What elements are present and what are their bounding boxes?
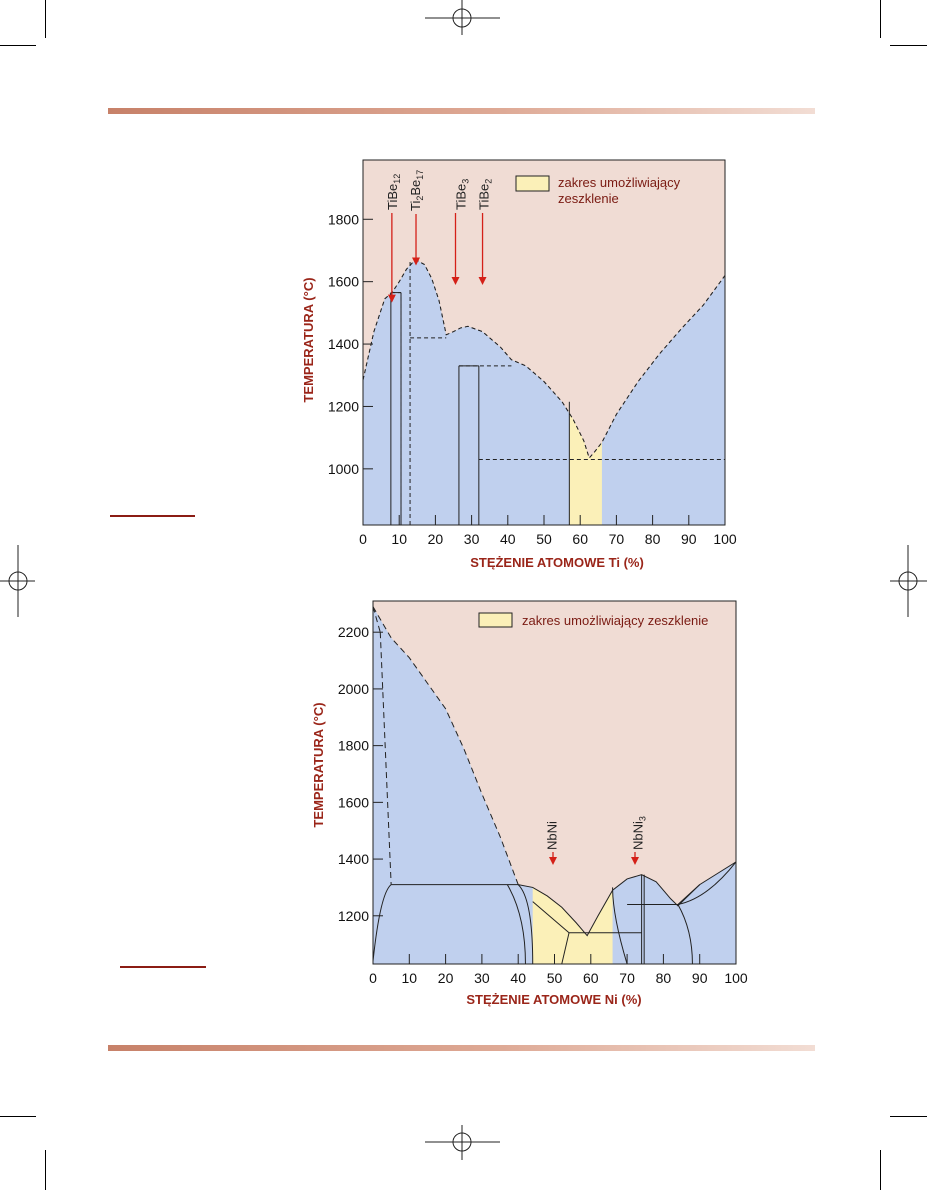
phase-lines	[363, 160, 725, 525]
x-tick-label: 0	[359, 531, 367, 547]
y-tick-label: 1200	[328, 398, 359, 414]
y-tick-label: 1400	[328, 336, 359, 352]
caption-rule	[120, 966, 206, 968]
phase-boundary	[373, 884, 392, 962]
x-tick-label: 90	[692, 970, 708, 986]
x-tick-label: 100	[724, 970, 748, 986]
solid-region	[363, 260, 725, 525]
y-tick-label: 2000	[338, 681, 369, 697]
y-tick-label: 1400	[338, 851, 369, 867]
x-axis-label: STĘŻENIE ATOMOWE Ti (%)	[470, 555, 644, 570]
solid-region	[373, 606, 736, 964]
phase-boundary	[517, 884, 534, 964]
y-axis-label: TEMPERATURA (°C)	[311, 702, 326, 827]
x-tick-label: 30	[464, 531, 480, 547]
y-tick-label: 1800	[338, 738, 369, 754]
x-tick-label: 100	[713, 531, 737, 547]
crop-mark	[0, 45, 36, 46]
crop-mark	[890, 45, 927, 46]
x-tick-label: 50	[536, 531, 552, 547]
crop-mark	[880, 0, 881, 38]
x-tick-label: 40	[510, 970, 526, 986]
compound-label: NbNi3	[630, 816, 647, 850]
compound-label: TiBe12	[385, 174, 402, 210]
y-axis: 1200 1400 1600 1800 2000 2200	[338, 624, 383, 924]
phase-boundary	[677, 861, 736, 905]
glass-forming-range	[532, 887, 613, 964]
x-axis-label: STĘŻENIE ATOMOWE Ni (%)	[466, 992, 641, 1007]
y-tick-label: 1600	[338, 794, 369, 810]
crop-mark	[890, 1116, 927, 1117]
arrow-head	[478, 277, 487, 285]
arrow-head	[631, 857, 639, 865]
x-tick-label: 10	[391, 531, 407, 547]
compound-label: Ti2Be17	[408, 170, 425, 211]
liquidus-curve	[373, 606, 519, 885]
x-tick-label: 80	[656, 970, 672, 986]
phase-lines	[373, 606, 736, 964]
liquid-overlay	[363, 160, 725, 458]
x-tick-label: 10	[402, 970, 418, 986]
arrow-head	[549, 857, 557, 865]
phase-boundary	[677, 884, 701, 905]
x-tick-label: 20	[438, 970, 454, 986]
phase-boundary	[561, 932, 570, 964]
phase-boundary	[677, 904, 693, 964]
crop-mark	[880, 1150, 881, 1190]
x-tick-label: 30	[474, 970, 490, 986]
x-tick-label: 50	[547, 970, 563, 986]
y-tick-label: 1800	[328, 211, 359, 227]
x-tick-label: 60	[583, 970, 599, 986]
compound-label: TiBe3	[454, 179, 471, 210]
y-tick-label: 1200	[338, 908, 369, 924]
y-axis: 1000 1200 1400 1600 1800	[328, 211, 373, 477]
y-tick-label: 1600	[328, 274, 359, 290]
x-tick-label: 90	[681, 531, 697, 547]
legend-swatch	[515, 175, 550, 192]
x-tick-label: 0	[369, 970, 377, 986]
top-rule	[108, 108, 815, 114]
x-tick-label: 60	[572, 531, 588, 547]
phase-boundary	[373, 606, 381, 633]
x-tick-label: 20	[428, 531, 444, 547]
y-tick-label: 2200	[338, 624, 369, 640]
compound-label: NbNi	[545, 821, 560, 850]
arrow-head	[387, 294, 396, 303]
phase-boundary	[532, 901, 570, 934]
arrow-head	[451, 277, 460, 285]
compound-label: TiBe2	[477, 179, 494, 210]
legend-label: zakres umożliwiający zeszklenie	[522, 613, 708, 628]
x-tick-label: 70	[609, 531, 625, 547]
y-tick-label: 1000	[328, 461, 359, 477]
x-tick-label: 80	[645, 531, 661, 547]
x-tick-label: 40	[500, 531, 516, 547]
liquidus-curve	[363, 259, 725, 459]
legend-swatch	[478, 612, 513, 628]
legend-label: zakres umożliwiający zeszklenie	[558, 175, 681, 206]
compound-markers: NbNi NbNi3	[545, 816, 647, 865]
caption-rule	[110, 515, 195, 517]
arrow-head	[412, 257, 421, 266]
crop-mark	[45, 0, 46, 38]
x-axis: 0 10 20 30 40 50 60 70 80 90 100	[359, 515, 737, 547]
bottom-rule	[108, 1045, 815, 1051]
phase-boundary	[379, 632, 392, 885]
phase-boundary	[506, 884, 526, 964]
x-axis: 0 10 20 30 40 50 60 70 80 90 100	[369, 954, 748, 986]
crop-mark	[0, 1116, 36, 1117]
x-tick-label: 70	[619, 970, 635, 986]
phase-boundary	[612, 887, 628, 964]
compound-markers: TiBe12 Ti2Be17 TiBe3 TiBe2	[385, 170, 494, 303]
y-axis-label: TEMPERATURA (°C)	[301, 277, 316, 402]
liquidus-curve-solid	[518, 861, 736, 937]
crop-mark	[45, 1150, 46, 1190]
